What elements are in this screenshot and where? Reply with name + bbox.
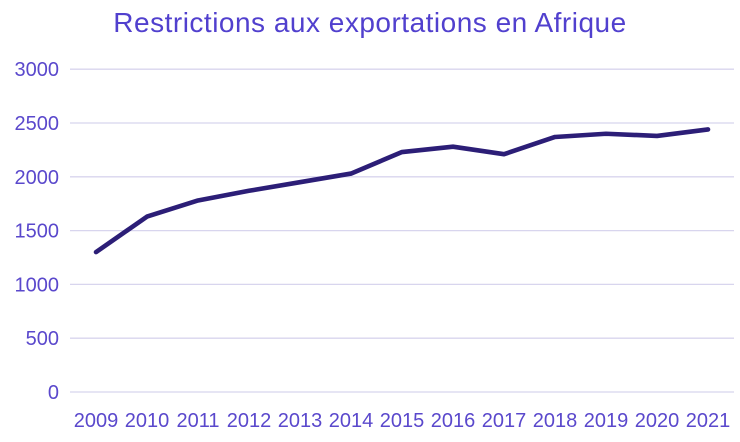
y-axis-tick-label: 3000 [15,59,60,81]
x-axis-tick-label: 2011 [176,410,219,432]
x-axis-tick-label: 2013 [278,410,323,432]
y-axis-tick-label: 500 [26,328,59,350]
x-axis-tick-label: 2019 [584,410,629,432]
data-line-series [93,127,711,255]
x-axis-tick-label: 2014 [329,410,374,432]
x-axis-tick-label: 2015 [380,410,425,432]
x-axis-tick-label: 2012 [227,410,272,432]
y-axis-tick-label: 2000 [15,167,60,189]
x-axis-tick-label: 2020 [635,410,680,432]
x-axis-tick-label: 2017 [482,410,527,432]
x-axis-tick-label: 2009 [74,410,119,432]
chart-title: Restrictions aux exportations en Afrique [113,7,627,38]
y-axis-tick-label: 1000 [15,274,60,296]
y-axis-tick-label: 2500 [15,113,60,135]
x-axis-tick-label: 2018 [533,410,578,432]
x-axis-tick-label: 2016 [431,410,476,432]
y-axis-tick-label: 0 [48,382,59,404]
y-axis-tick-label: 1500 [15,221,60,243]
x-axis-tick-label: 2021 [686,410,731,432]
x-axis-tick-label: 2010 [125,410,170,432]
